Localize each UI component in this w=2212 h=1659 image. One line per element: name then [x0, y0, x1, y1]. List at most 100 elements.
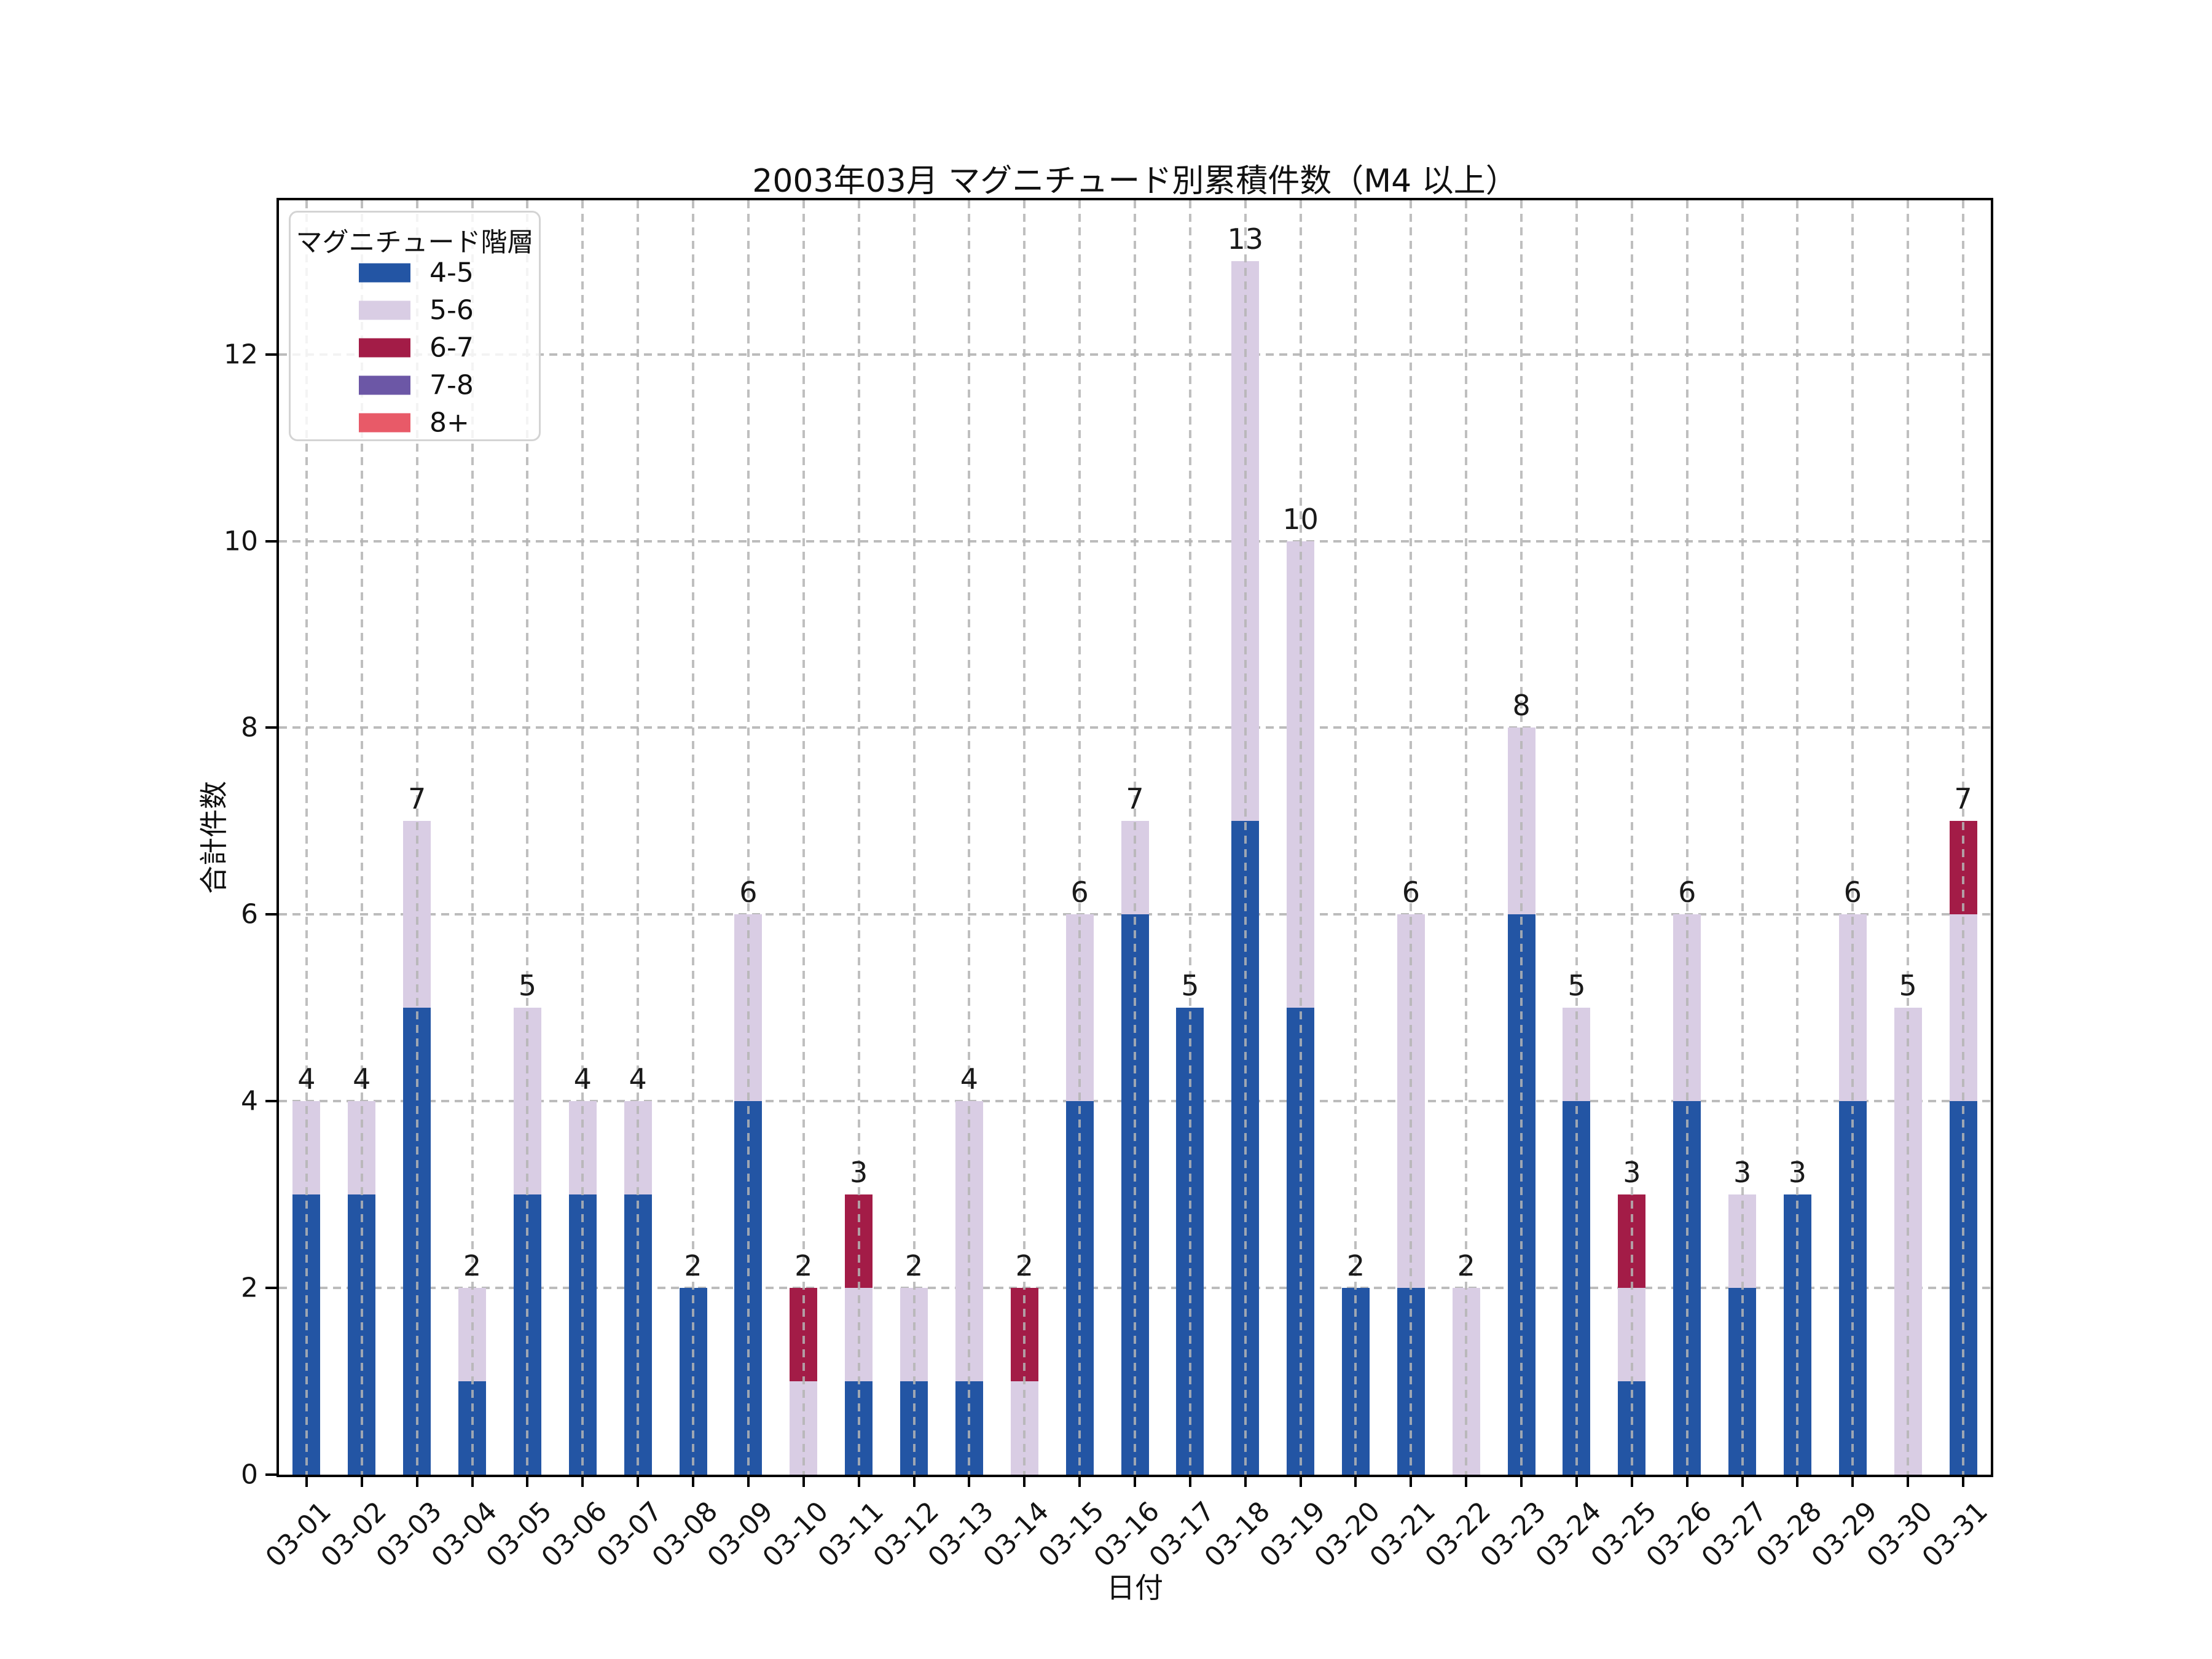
x-gridline — [1299, 200, 1302, 1475]
x-tick-mark — [1134, 1476, 1136, 1487]
bar-total-label-03-17: 5 — [1181, 969, 1199, 1003]
legend-swatch-8+ — [359, 413, 410, 432]
bar-total-label-03-04: 2 — [463, 1249, 482, 1283]
legend-entry-4-5: 4-5 — [291, 254, 539, 291]
bar-total-label-03-14: 2 — [1015, 1249, 1033, 1283]
bar-total-label-03-23: 8 — [1512, 689, 1531, 723]
y-tick-mark — [265, 1100, 276, 1103]
x-gridline — [1023, 200, 1026, 1475]
legend-label: 8+ — [429, 407, 469, 438]
x-tick-mark — [526, 1476, 529, 1487]
bar-total-label-03-12: 2 — [904, 1249, 924, 1283]
x-gridline — [526, 200, 529, 1475]
x-gridline — [1354, 200, 1357, 1475]
bar-total-label-03-06: 4 — [573, 1062, 592, 1096]
bar-total-label-03-31: 7 — [1954, 782, 1972, 816]
legend: マグニチュード階層 4-5 5-6 6-7 7-8 8+ — [289, 211, 541, 441]
bar-total-label-03-21: 6 — [1402, 876, 1420, 909]
y-tick-label: 12 — [224, 339, 258, 371]
x-tick-mark — [1299, 1476, 1302, 1487]
x-gridline — [1796, 200, 1799, 1475]
x-gridline — [692, 200, 695, 1475]
x-tick-mark — [1354, 1476, 1357, 1487]
bar-total-label-03-10: 2 — [794, 1249, 813, 1283]
x-gridline — [1520, 200, 1523, 1475]
x-tick-mark — [471, 1476, 474, 1487]
x-gridline — [1575, 200, 1578, 1475]
y-axis-title: 合計件数 — [197, 781, 230, 894]
x-gridline — [1078, 200, 1081, 1475]
x-tick-mark — [1907, 1476, 1910, 1487]
bar-total-label-03-20: 2 — [1346, 1249, 1365, 1283]
x-tick-mark — [637, 1476, 640, 1487]
y-tick-mark — [265, 353, 276, 356]
x-gridline — [1962, 200, 1965, 1475]
x-tick-mark — [305, 1476, 308, 1487]
x-gridline — [802, 200, 805, 1475]
x-tick-mark — [857, 1476, 860, 1487]
x-tick-mark — [802, 1476, 805, 1487]
x-gridline — [857, 200, 860, 1475]
y-tick-label: 4 — [241, 1085, 258, 1117]
bar-total-label-03-01: 4 — [297, 1062, 316, 1096]
bar-total-label-03-19: 10 — [1282, 502, 1319, 536]
legend-swatch-4-5 — [359, 263, 410, 282]
x-tick-mark — [581, 1476, 584, 1487]
y-tick-label: 6 — [241, 898, 258, 930]
x-gridline — [747, 200, 750, 1475]
x-gridline — [1188, 200, 1191, 1475]
x-tick-mark — [747, 1476, 750, 1487]
bar-total-label-03-03: 7 — [408, 782, 426, 816]
x-gridline — [305, 200, 308, 1475]
x-gridline — [1851, 200, 1854, 1475]
legend-swatch-6-7 — [359, 338, 410, 357]
bar-total-label-03-30: 5 — [1899, 969, 1917, 1003]
x-axis-title: 日付 — [1107, 1571, 1163, 1604]
y-tick-mark — [265, 913, 276, 916]
legend-swatch-5-6 — [359, 300, 410, 320]
legend-title: マグニチュード階層 — [296, 227, 534, 258]
x-tick-mark — [1796, 1476, 1799, 1487]
y-tick-mark — [265, 726, 276, 729]
x-tick-mark — [1244, 1476, 1247, 1487]
x-tick-mark — [1023, 1476, 1026, 1487]
x-gridline — [1244, 200, 1247, 1475]
x-gridline — [637, 200, 640, 1475]
x-tick-mark — [1465, 1476, 1468, 1487]
x-gridline — [415, 200, 418, 1475]
y-tick-mark — [265, 1473, 276, 1476]
x-gridline — [581, 200, 584, 1475]
x-tick-mark — [1575, 1476, 1578, 1487]
bar-total-label-03-09: 6 — [739, 876, 758, 909]
legend-label: 6-7 — [429, 332, 474, 363]
x-gridline — [1630, 200, 1633, 1475]
x-tick-mark — [415, 1476, 418, 1487]
x-gridline — [1410, 200, 1413, 1475]
x-tick-mark — [1685, 1476, 1688, 1487]
bar-total-label-03-25: 3 — [1623, 1156, 1641, 1190]
x-tick-mark — [1520, 1476, 1523, 1487]
x-gridline — [1134, 200, 1136, 1475]
y-tick-label: 8 — [241, 712, 258, 743]
x-tick-mark — [1962, 1476, 1965, 1487]
x-gridline — [968, 200, 971, 1475]
x-tick-mark — [968, 1476, 971, 1487]
legend-label: 5-6 — [429, 294, 474, 326]
y-tick-mark — [265, 1287, 276, 1290]
y-tick-label: 10 — [224, 525, 258, 557]
legend-label: 7-8 — [429, 369, 474, 401]
x-gridline — [471, 200, 474, 1475]
x-gridline — [1465, 200, 1468, 1475]
x-tick-mark — [1741, 1476, 1744, 1487]
legend-swatch-7-8 — [359, 375, 410, 394]
x-tick-mark — [692, 1476, 695, 1487]
bar-total-label-03-11: 3 — [850, 1156, 868, 1190]
legend-label: 4-5 — [429, 257, 474, 288]
bar-total-label-03-05: 5 — [518, 969, 537, 1003]
legend-entry-5-6: 5-6 — [291, 291, 539, 329]
bar-total-label-03-24: 5 — [1567, 969, 1586, 1003]
y-tick-label: 0 — [241, 1459, 258, 1491]
legend-entry-8+: 8+ — [291, 404, 539, 441]
bar-total-label-03-13: 4 — [960, 1062, 979, 1096]
